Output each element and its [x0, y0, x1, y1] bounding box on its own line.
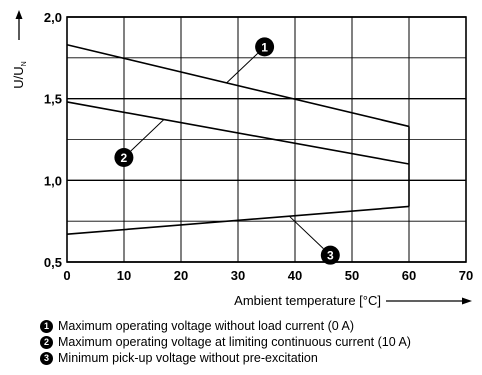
callout-leader [288, 215, 324, 249]
callout-marker [320, 245, 340, 265]
callout-marker-label: 1 [261, 40, 268, 54]
x-tick-label: 40 [288, 268, 302, 283]
legend-marker: 3 [40, 351, 53, 365]
y-tick-label: 1,5 [44, 92, 62, 107]
legend-text: Maximum operating voltage at limiting co… [58, 335, 411, 349]
callout-leader [226, 53, 259, 84]
x-axis-arrow-icon [386, 297, 472, 305]
y-tick-label: 2,0 [44, 10, 62, 25]
legend-marker: 2 [40, 335, 53, 349]
x-axis-label: Ambient temperature [°C] [234, 293, 381, 308]
callout-marker [255, 37, 275, 57]
y-axis-label-subscript: N [21, 61, 28, 66]
legend-item: 3 Minimum pick-up voltage without pre-ex… [40, 350, 480, 366]
legend-text: Maximum operating voltage without load c… [58, 319, 354, 333]
x-tick-label: 0 [63, 268, 70, 283]
x-tick-label: 60 [402, 268, 416, 283]
series-lines [66, 43, 410, 236]
callout-marker-label: 2 [121, 151, 128, 165]
callouts: 1 2 3 [114, 37, 340, 265]
tick-labels: 0 10 20 30 40 50 60 70 0,5 1,0 1,5 2,0 [44, 10, 473, 283]
x-tick-label: 70 [459, 268, 473, 283]
series-line [66, 205, 410, 236]
legend-text: Minimum pick-up voltage without pre-exci… [58, 351, 318, 365]
y-tick-label: 0,5 [44, 255, 62, 270]
callout-marker-label: 3 [327, 249, 334, 263]
legend-marker: 1 [40, 319, 53, 333]
y-axis-label-main: U/U [11, 66, 26, 88]
callout-leader [130, 119, 165, 152]
x-tick-label: 20 [174, 268, 188, 283]
x-tick-label: 10 [117, 268, 131, 283]
series-line [66, 101, 410, 165]
legend-item: 2 Maximum operating voltage at limiting … [40, 334, 480, 350]
y-tick-label: 1,0 [44, 173, 62, 188]
legend-item: 1 Maximum operating voltage without load… [40, 318, 480, 334]
y-axis-label: U/UN [11, 61, 28, 88]
x-tick-label: 30 [231, 268, 245, 283]
grid [66, 16, 467, 263]
x-tick-label: 50 [345, 268, 359, 283]
chart: 0 10 20 30 40 50 60 70 0,5 1,0 1,5 2,0 1 2 3 U/UN Amb… [11, 10, 473, 308]
series-line [66, 43, 410, 128]
plot-frame [66, 16, 467, 263]
legend: 1 Maximum operating voltage without load… [40, 318, 480, 366]
y-axis-arrow-icon [15, 10, 23, 40]
callout-marker [114, 148, 134, 168]
